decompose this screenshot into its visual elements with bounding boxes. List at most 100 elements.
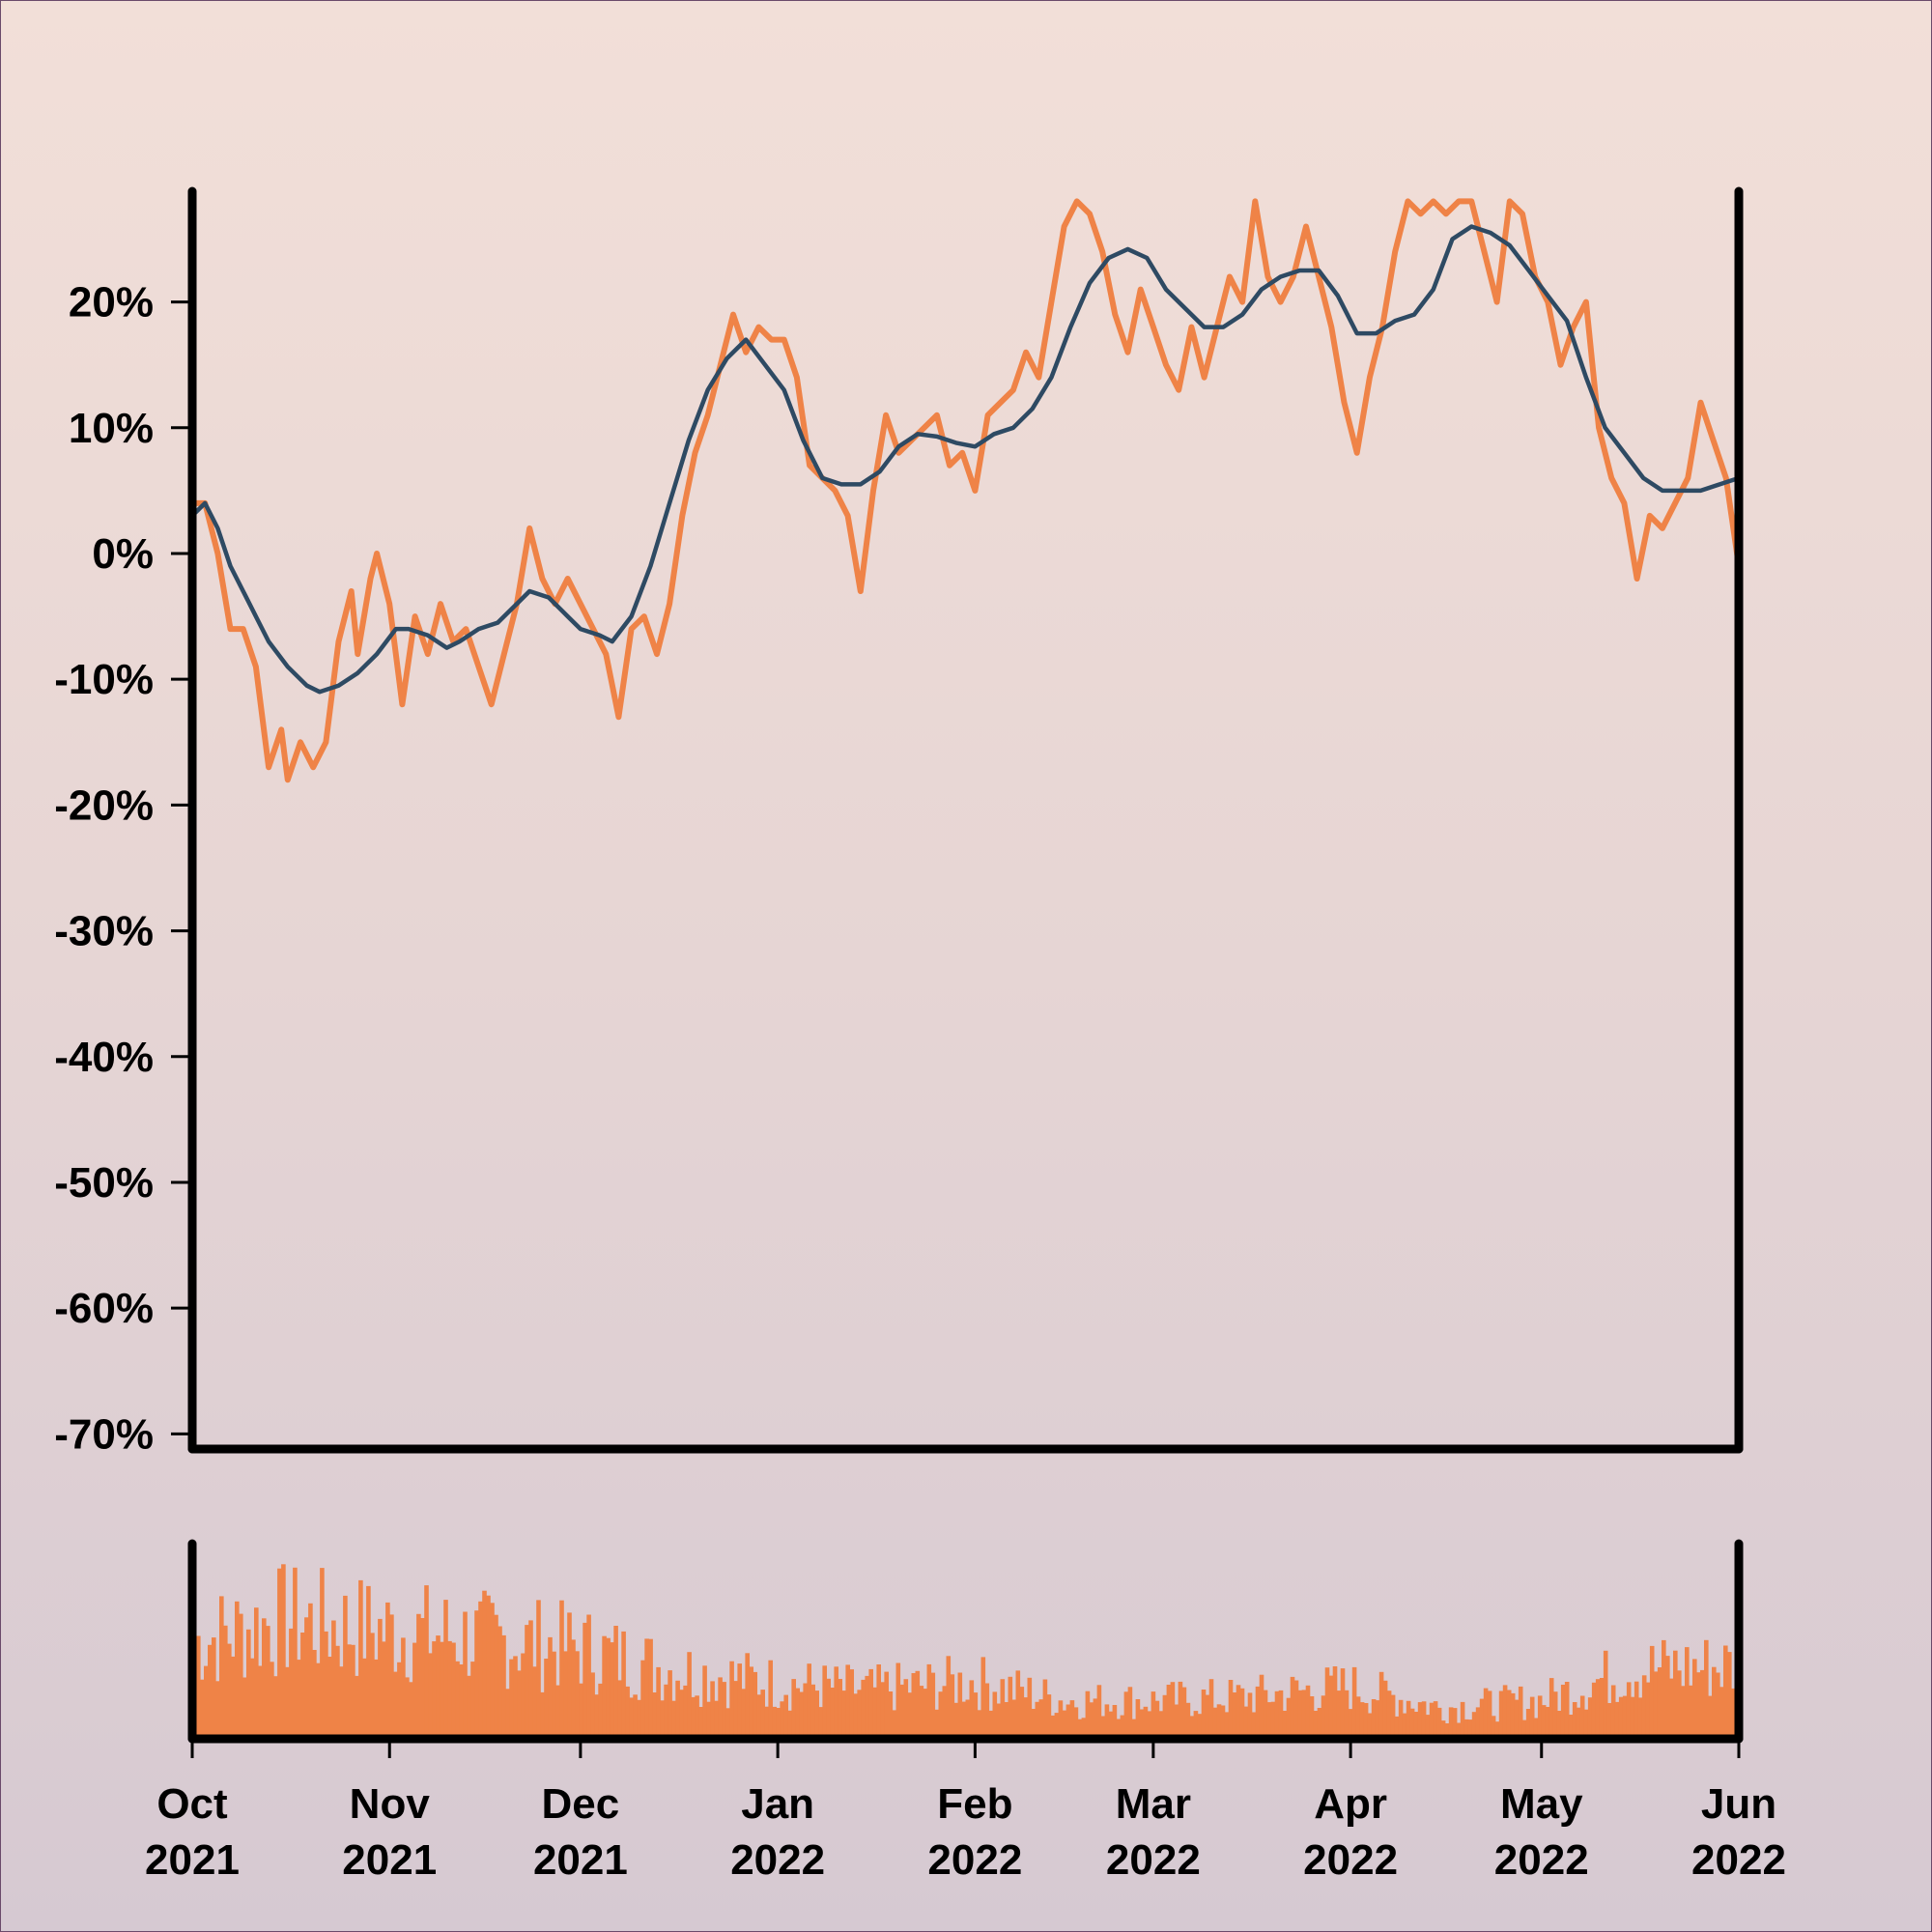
x-tick-month: Jun bbox=[1701, 1780, 1776, 1828]
volume-bar bbox=[602, 1635, 607, 1739]
volume-bar bbox=[219, 1596, 224, 1739]
volume-bar bbox=[1274, 1690, 1280, 1739]
volume-bar bbox=[1583, 1709, 1589, 1739]
volume-bar bbox=[266, 1626, 270, 1739]
volume-bar bbox=[1131, 1719, 1137, 1739]
y-tick-label: -70% bbox=[54, 1410, 154, 1458]
volume-bar bbox=[1270, 1701, 1276, 1739]
volume-bar bbox=[1220, 1705, 1226, 1739]
volume-bar bbox=[227, 1643, 232, 1739]
volume-bar bbox=[270, 1662, 274, 1739]
x-tick-label: Apr 2022 bbox=[1303, 1780, 1398, 1884]
volume-bar bbox=[559, 1600, 564, 1739]
volume-bar bbox=[1564, 1682, 1570, 1739]
volume-bar bbox=[1587, 1697, 1593, 1739]
volume-bar bbox=[1716, 1672, 1720, 1739]
volume-bar bbox=[841, 1690, 846, 1739]
x-tick-label: Oct 2021 bbox=[145, 1780, 240, 1884]
volume-bar bbox=[764, 1706, 769, 1739]
volume-bar bbox=[1533, 1718, 1539, 1739]
volume-bar bbox=[1123, 1691, 1129, 1739]
volume-bar bbox=[1031, 1709, 1037, 1739]
volume-bar bbox=[934, 1709, 940, 1739]
volume-bar bbox=[1460, 1701, 1465, 1739]
volume-bar bbox=[204, 1665, 209, 1739]
volume-bar bbox=[1479, 1698, 1485, 1739]
volume-bar bbox=[706, 1701, 711, 1739]
volume-bar bbox=[1046, 1694, 1052, 1739]
volume-bar bbox=[235, 1601, 240, 1739]
volume-bar bbox=[490, 1603, 495, 1739]
volume-bar bbox=[324, 1631, 328, 1739]
volume-bar bbox=[996, 1703, 1002, 1739]
volume-bar bbox=[1610, 1685, 1616, 1739]
volume-bar bbox=[861, 1679, 866, 1739]
volume-bar bbox=[304, 1617, 309, 1739]
volume-bar bbox=[347, 1644, 352, 1739]
volume-bar bbox=[1166, 1685, 1172, 1739]
volume-bar bbox=[1174, 1704, 1179, 1739]
x-tick-month: Feb bbox=[937, 1780, 1012, 1828]
volume-bar bbox=[424, 1585, 429, 1739]
volume-bar bbox=[1622, 1695, 1628, 1739]
volume-bar bbox=[768, 1660, 773, 1739]
volume-bar bbox=[610, 1642, 614, 1739]
x-tick-month: Jan bbox=[741, 1780, 814, 1828]
volume-bar bbox=[525, 1625, 529, 1739]
volume-bar bbox=[1378, 1671, 1384, 1739]
volume-bar bbox=[776, 1708, 781, 1739]
volume-bar bbox=[1606, 1703, 1612, 1739]
volume-bar bbox=[1236, 1685, 1241, 1739]
volume-bar bbox=[1665, 1656, 1670, 1739]
volume-bar bbox=[1351, 1666, 1357, 1739]
volume-bar bbox=[969, 1680, 975, 1739]
volume-bar bbox=[258, 1665, 263, 1739]
volume-bar bbox=[382, 1641, 386, 1739]
volume-bar bbox=[540, 1691, 545, 1739]
volume-panel: Oct 2021 Nov 2021 Dec 2021 Jan 2022 Feb 2022 Mar 20… bbox=[145, 1539, 1786, 1884]
volume-bar bbox=[1178, 1681, 1183, 1739]
volume-bar bbox=[799, 1691, 804, 1739]
volume-bar bbox=[1727, 1652, 1732, 1739]
volume-bar bbox=[660, 1700, 665, 1739]
volume-bar bbox=[1614, 1701, 1620, 1739]
volume-bar bbox=[1645, 1682, 1651, 1739]
volume-bar bbox=[1305, 1685, 1311, 1739]
volume-bar bbox=[1085, 1690, 1091, 1739]
volume-bar bbox=[621, 1631, 626, 1739]
volume-bar bbox=[1239, 1688, 1245, 1739]
x-tick-year: 2021 bbox=[533, 1836, 628, 1884]
volume-bar bbox=[289, 1628, 294, 1739]
volume-bar bbox=[613, 1626, 618, 1739]
volume-bar bbox=[1355, 1696, 1361, 1739]
volume-bar bbox=[420, 1618, 425, 1739]
x-tick-year: 2022 bbox=[1106, 1836, 1201, 1884]
volume-bar bbox=[474, 1610, 479, 1739]
volume-bar bbox=[1514, 1699, 1520, 1739]
volume-bar bbox=[1151, 1691, 1156, 1739]
volume-bar bbox=[1008, 1676, 1013, 1739]
volume-bar bbox=[1731, 1688, 1736, 1739]
volume-bar bbox=[1498, 1690, 1504, 1739]
volume-bar bbox=[753, 1671, 757, 1739]
volume-bar bbox=[965, 1699, 971, 1739]
volume-bar bbox=[822, 1665, 827, 1739]
volume-bar bbox=[501, 1634, 506, 1739]
volume-bar bbox=[231, 1656, 236, 1739]
volume-bar bbox=[1390, 1694, 1396, 1739]
volume-bar bbox=[339, 1666, 344, 1739]
x-tick-year: 2021 bbox=[342, 1836, 437, 1884]
volume-bar bbox=[509, 1659, 514, 1739]
volume-bar bbox=[1100, 1716, 1106, 1739]
volume-bar bbox=[1035, 1701, 1040, 1739]
volume-bar bbox=[1444, 1723, 1450, 1739]
volume-bar bbox=[246, 1629, 251, 1739]
volume-bar bbox=[316, 1662, 321, 1739]
volume-bar bbox=[385, 1602, 390, 1739]
volume-bar bbox=[1649, 1645, 1655, 1739]
volume-bar bbox=[1685, 1647, 1690, 1739]
volume-bar bbox=[212, 1637, 216, 1739]
volume-bar bbox=[606, 1637, 611, 1739]
volume-bar bbox=[536, 1600, 541, 1739]
volume-bar bbox=[362, 1658, 367, 1739]
